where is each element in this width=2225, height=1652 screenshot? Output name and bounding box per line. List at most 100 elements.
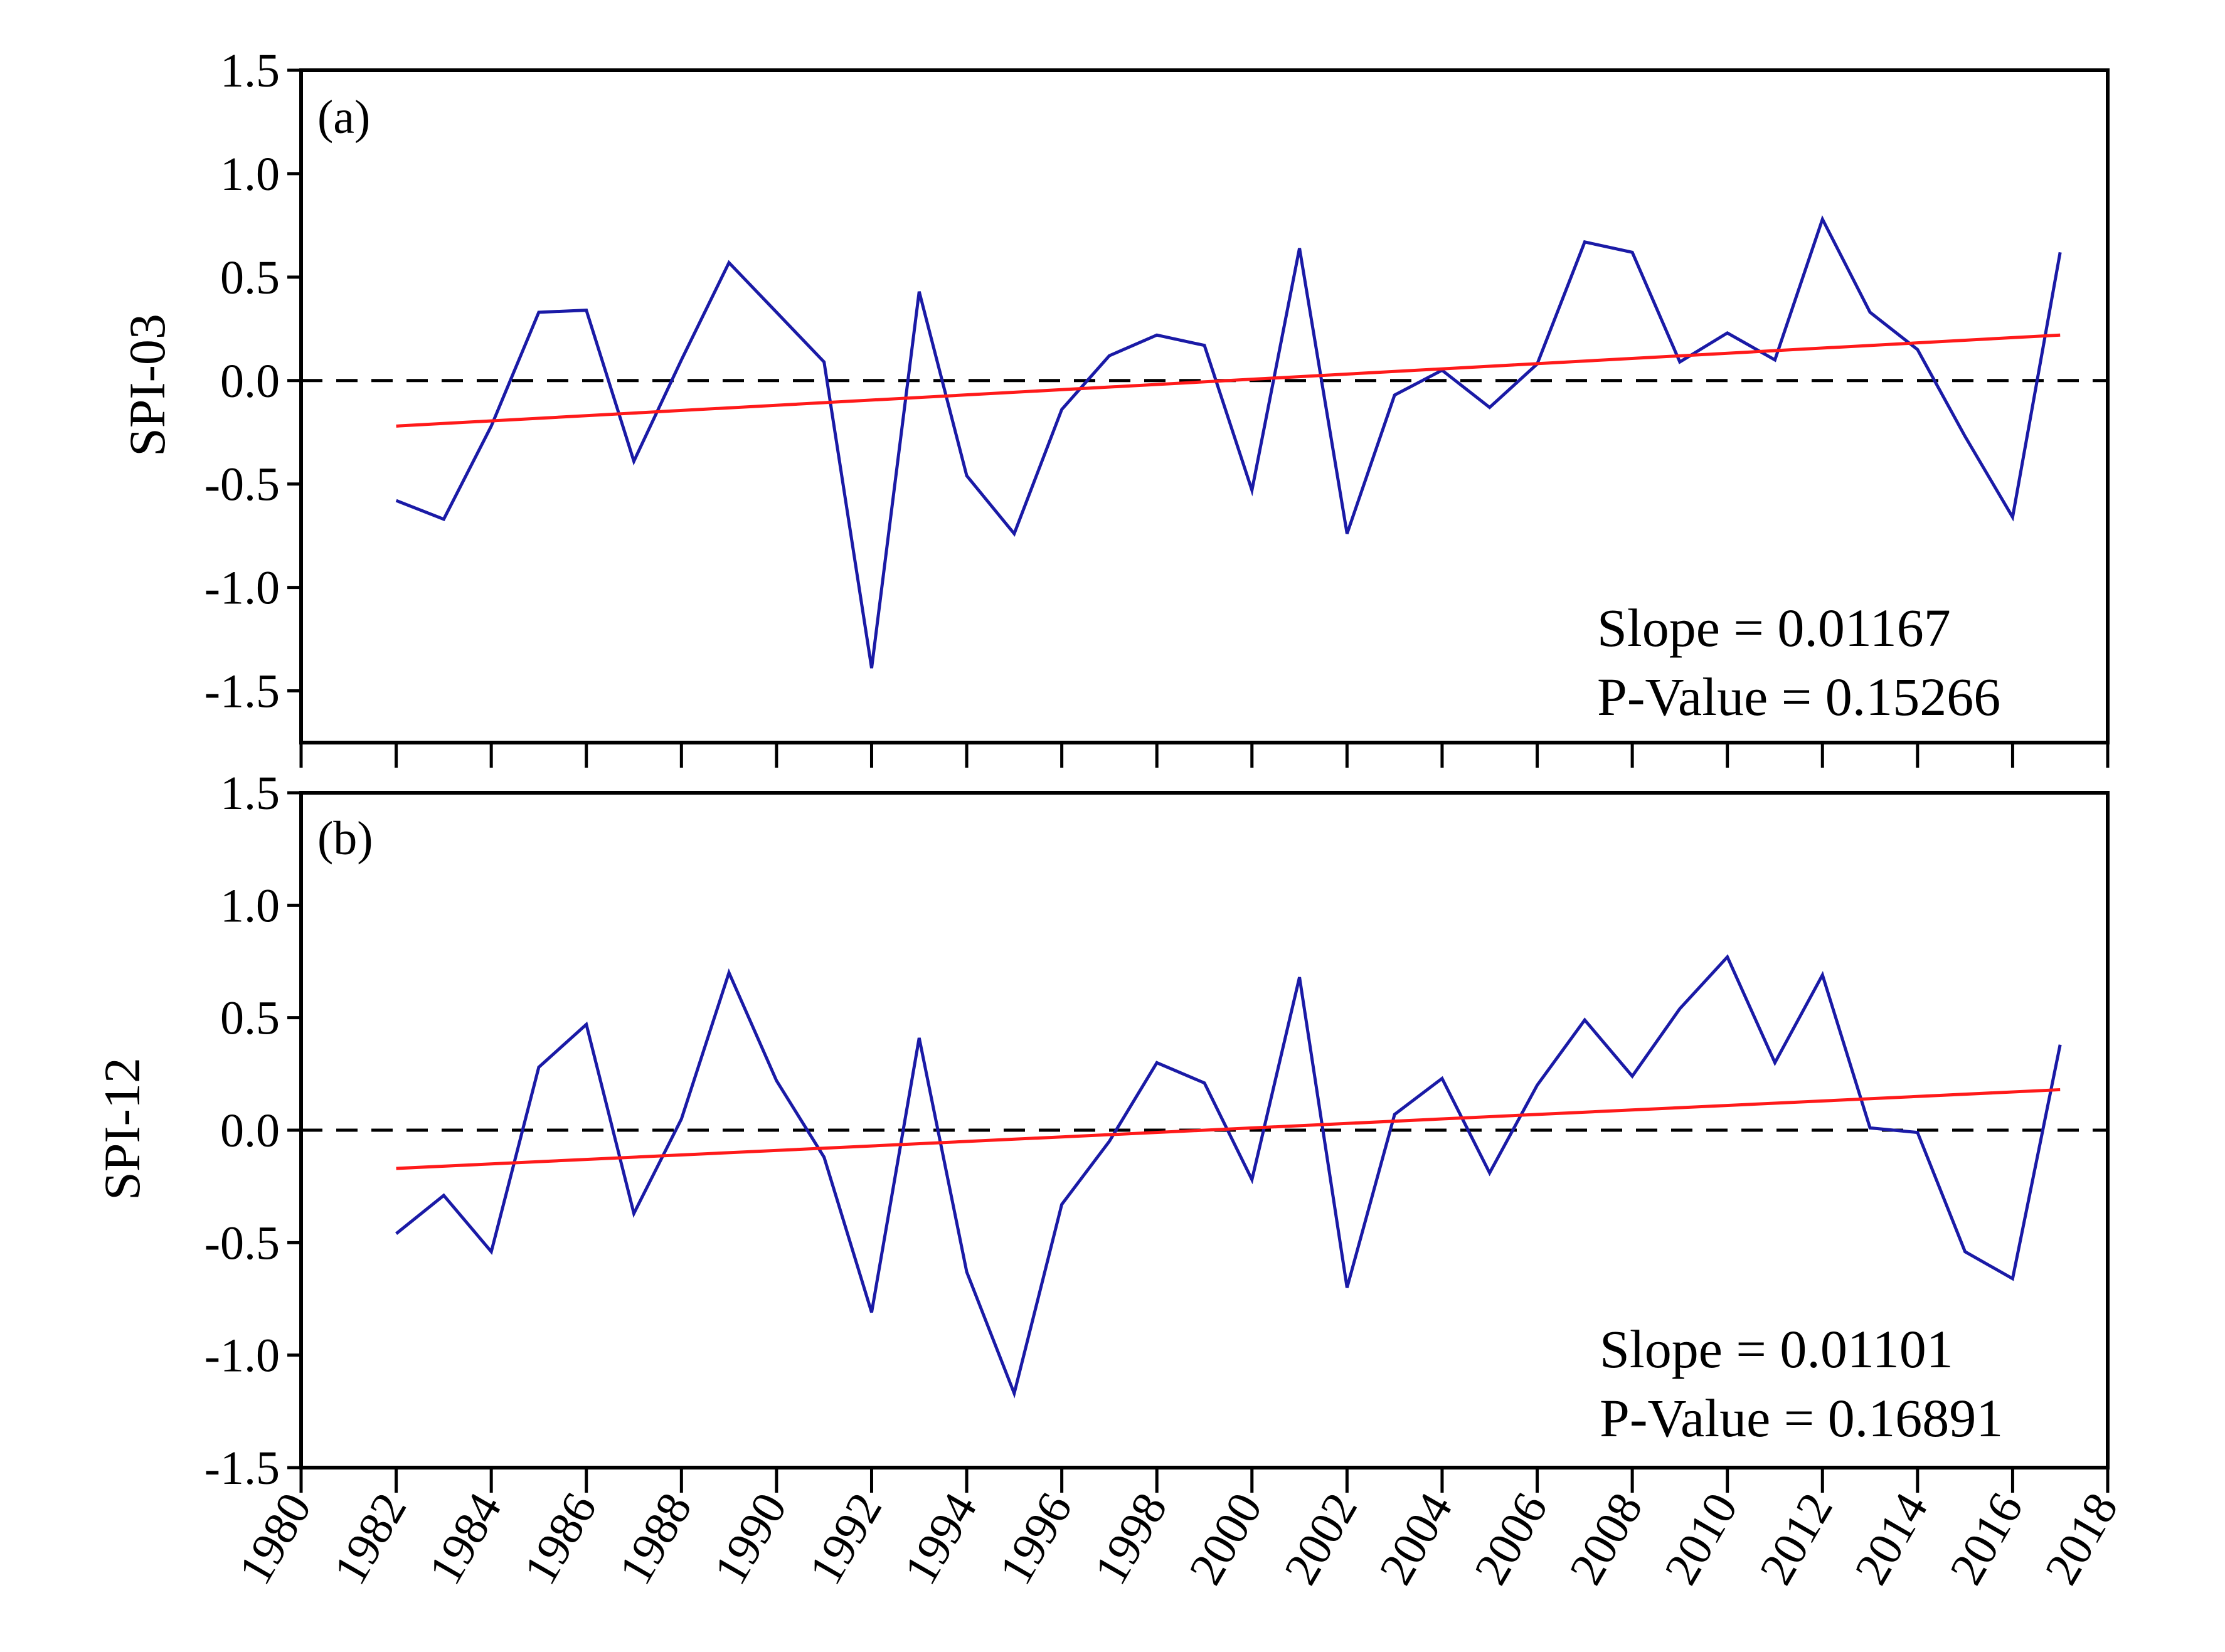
panel-a-point-1982	[395, 499, 398, 502]
panel-a-y-tick-label: -1.0	[204, 562, 280, 615]
panel-b-y-tick-label: 0.0	[220, 1104, 280, 1157]
panel-a-point-2017	[2058, 250, 2062, 254]
panel-a-point-2015	[1963, 435, 1967, 438]
panel-a-point-2006	[1536, 362, 1539, 366]
panel-b-point-1996	[1060, 1202, 1064, 1206]
panel-a-trend-line	[396, 333, 2061, 428]
panel-a-point-2010	[1726, 331, 1729, 335]
panel-a-point-2016	[2010, 515, 2014, 519]
panel-b-point-2004	[1440, 1077, 1444, 1081]
panel-a-point-1987	[632, 459, 636, 463]
panel-a-point-2013	[1868, 310, 1872, 314]
panel-a-point-1990	[775, 310, 778, 314]
panel-b-point-1994	[965, 1270, 969, 1274]
panel-b-x-ticks	[299, 1468, 2110, 1493]
panel-a-y-ticks: 1.5 1.0 0.5 0.0 -0.5 -1.0 -1.5	[204, 45, 301, 718]
panel-b-y-tick-label: 1.0	[220, 879, 280, 932]
panel-b-point-1989	[727, 971, 731, 975]
panel-b-point-1990	[775, 1079, 778, 1083]
panel-b-point-2006	[1536, 1083, 1539, 1087]
panel-a-point-1986	[585, 309, 588, 312]
panel-a-point-1999	[1203, 344, 1206, 347]
panel-b-y-tick-label: 0.5	[220, 992, 280, 1045]
panel-a-point-2012	[1820, 217, 1824, 221]
panel-a-y-tick-label: -0.5	[204, 458, 280, 511]
panel-b-ylabel: SPI-12	[93, 1057, 151, 1200]
panel-b-point-2007	[1583, 1018, 1586, 1022]
panel-b-point-1995	[1012, 1392, 1016, 1395]
panel-b-point-2016	[2010, 1277, 2014, 1281]
panel-a-y-tick-label: 0.0	[220, 355, 280, 408]
panel-a-y-tick-label: -1.5	[204, 665, 280, 718]
panel-b-point-2017	[2058, 1043, 2062, 1047]
panel-a-point-2004	[1440, 368, 1444, 372]
panel-a-x-ticks	[299, 743, 2110, 768]
panel-b-point-2005	[1488, 1171, 1492, 1175]
panel-b-point-2008	[1630, 1074, 1634, 1078]
panel-b-spi12-line	[395, 954, 2062, 1399]
panel-b-y-tick-label: -1.5	[204, 1442, 280, 1495]
panel-a-point-1991	[822, 360, 826, 364]
panel-a-y-tick-label: 1.5	[220, 45, 280, 97]
panel-a-point-1998	[1155, 333, 1159, 337]
panel-b-y-ticks: 1.5 1.0 0.5 0.0 -0.5 -1.0 -1.5	[204, 767, 301, 1495]
panel-a-ylabel: SPI-03	[119, 314, 176, 457]
panel-a-point-2002	[1345, 532, 1349, 536]
panel-a-point-2014	[1916, 347, 1920, 351]
panel-a-frame	[299, 68, 2110, 744]
panel-b-y-tick-label: -1.0	[204, 1330, 280, 1382]
panel-b-point-2015	[1963, 1250, 1967, 1254]
panel-a-point-1988	[679, 358, 683, 362]
panel-a-point-1985	[537, 310, 541, 314]
panel-a-point-2003	[1393, 393, 1396, 397]
panel-b-point-1992	[869, 1311, 873, 1315]
panel-a-point-2009	[1678, 360, 1682, 364]
panel-a-point-1993	[917, 290, 921, 294]
panel-b-point-1999	[1203, 1081, 1206, 1085]
panel-b-point-2002	[1345, 1286, 1349, 1289]
panel-a-point-1996	[1060, 408, 1064, 411]
panel-a-point-1989	[727, 261, 731, 265]
panel-b-point-1983	[442, 1194, 445, 1197]
panel-b-spi12: (b) SPI-12 1.5 1.0 0.5 0.0 -0.5 -1.0 -1.5 Slop…	[93, 767, 2110, 1495]
panel-a-y-tick-label: 0.5	[220, 252, 280, 304]
panel-a-point-2008	[1630, 250, 1634, 254]
panel-b-letter: (b)	[317, 812, 373, 865]
panel-b-point-2011	[1773, 1061, 1776, 1064]
panel-a-point-2007	[1583, 240, 1586, 244]
panel-a-point-1992	[869, 666, 873, 670]
panel-a-point-1983	[442, 517, 445, 521]
panel-b-point-1998	[1155, 1061, 1159, 1064]
panel-a-point-2011	[1773, 358, 1776, 362]
panel-b-point-1988	[679, 1117, 683, 1121]
panel-b-point-1985	[537, 1066, 541, 1069]
panel-b-point-2009	[1678, 1007, 1682, 1010]
panel-b-trend-line	[396, 1088, 2061, 1170]
panel-a-point-2001	[1298, 246, 1302, 250]
panel-b-slope-text: Slope = 0.01101	[1600, 1319, 1953, 1379]
panel-a-point-2000	[1250, 489, 1254, 492]
panel-b-point-2000	[1250, 1178, 1254, 1182]
panel-b-point-2014	[1916, 1131, 1920, 1135]
panel-b-point-2001	[1298, 975, 1302, 979]
panel-b-point-1986	[585, 1022, 588, 1026]
panel-a-point-1997	[1107, 354, 1111, 357]
panel-a-point-2005	[1488, 406, 1492, 410]
panel-b-point-2013	[1868, 1126, 1872, 1130]
panel-b-point-2012	[1820, 973, 1824, 977]
panel-b-point-1997	[1107, 1140, 1111, 1143]
panel-a-pvalue-text: P-Value = 0.15266	[1597, 667, 2000, 727]
panel-b-point-2010	[1726, 955, 1729, 959]
panel-a-spi03: (a) SPI-03 1.5 1.0 0.5 0.0 -0.5 -1.0 -1.5 Slop…	[119, 45, 2110, 768]
panel-a-point-1994	[965, 474, 969, 477]
panel-b-pvalue-text: P-Value = 0.16891	[1600, 1388, 2003, 1448]
panel-b-y-tick-label: 1.5	[220, 767, 280, 820]
panel-a-spi03-line	[395, 215, 2062, 669]
panel-b-point-1987	[632, 1212, 636, 1215]
panel-b-y-tick-label: -0.5	[204, 1217, 280, 1269]
panel-a-y-tick-label: 1.0	[220, 148, 280, 201]
panel-b-point-1982	[395, 1232, 398, 1236]
panel-b-point-2003	[1393, 1113, 1396, 1116]
